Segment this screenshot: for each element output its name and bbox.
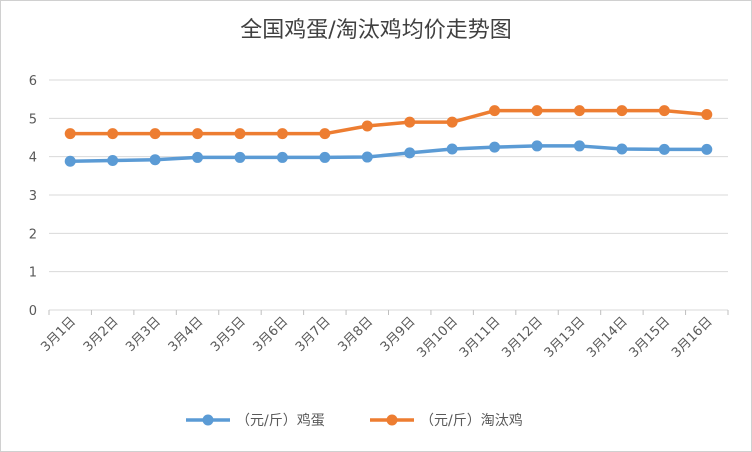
x-tick-label: 3月6日 [251,314,292,355]
y-tick-label: 4 [29,151,37,166]
data-point [489,105,501,117]
data-point [149,154,161,166]
x-tick-label: 3月2日 [81,314,122,355]
y-tick-label: 6 [29,74,37,89]
legend-swatch-marker [386,414,398,426]
data-point [404,116,416,128]
data-point [361,120,373,132]
x-tick-label: 3月16日 [669,314,716,361]
y-tick-label: 2 [29,227,37,242]
x-tick-label: 3月14日 [584,314,631,361]
data-point [616,105,628,117]
x-axis: 3月1日 3月2日 3月3日 3月4日 3月5日 3月6日 3月7日 3月8日 3月9日3月10… [38,310,729,361]
data-point [107,155,119,166]
x-tick-label: 3月4日 [166,314,207,355]
x-tick-label: 3月3日 [123,314,164,355]
data-point [701,109,713,120]
x-tick-label: 3月1日 [38,314,79,355]
series-layer [64,105,713,167]
data-point [234,151,246,163]
data-point [276,151,288,163]
y-tick-label: 3 [29,189,37,204]
data-point [64,155,76,167]
x-tick-label: 3月9日 [378,314,419,355]
data-point [234,128,246,140]
x-tick-label: 3月11日 [457,314,504,361]
legend: （元/斤）鸡蛋 （元/斤）淘汰鸡 [186,412,523,429]
data-point [573,105,585,117]
data-point [658,143,670,155]
data-point [276,128,288,140]
data-point [658,105,670,117]
chart-title: 全国鸡蛋/淘汰鸡均价走势图 [240,18,512,43]
series-line [68,144,709,164]
series-line [68,108,709,136]
legend-label: （元/斤）鸡蛋 [236,412,325,429]
data-point [361,151,373,163]
x-tick-label: 3月13日 [542,314,589,361]
legend-label: （元/斤）淘汰鸡 [420,412,523,429]
data-point [192,151,204,163]
data-point [489,141,501,153]
y-axis: 0 1 2 3 4 5 6 [29,74,37,319]
x-tick-label: 3月8日 [335,314,376,355]
x-tick-label: 3月15日 [627,314,674,361]
data-point [404,147,416,159]
y-tick-label: 1 [29,266,37,281]
grid-lines [49,79,728,311]
data-point [64,128,76,140]
data-point [192,128,204,140]
data-point [573,140,585,152]
x-tick-label: 3月10日 [414,314,461,361]
y-tick-label: 5 [29,112,37,127]
data-point [319,151,331,163]
data-point [107,128,119,140]
data-point [149,128,161,140]
y-tick-label: 0 [29,304,37,319]
data-point [446,116,458,128]
data-point [701,143,713,155]
x-tick-label: 3月5日 [208,314,249,355]
legend-swatch-marker [202,414,214,426]
data-point [531,105,543,117]
x-tick-label: 3月7日 [293,314,334,355]
data-point [446,143,458,155]
data-point [616,143,628,155]
data-point [319,128,331,140]
data-point [531,140,543,152]
x-tick-label: 3月12日 [499,314,546,361]
